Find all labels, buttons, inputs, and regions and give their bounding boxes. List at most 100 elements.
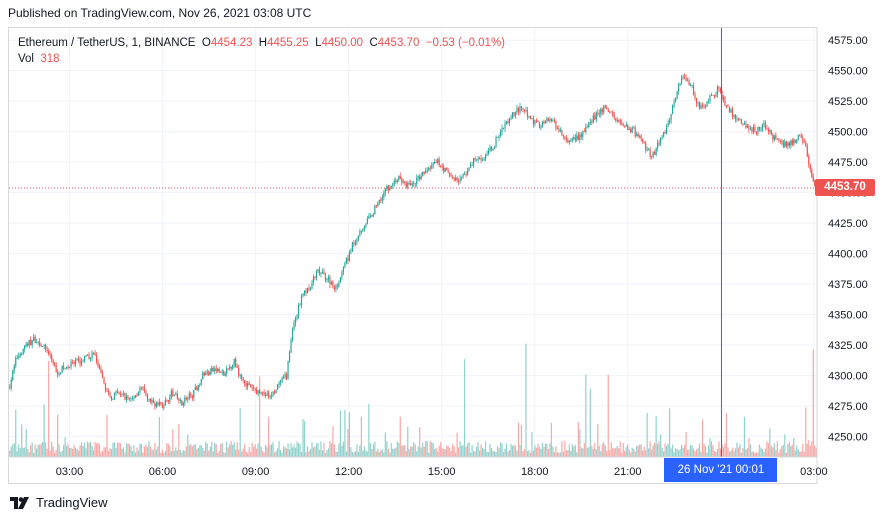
candle-body [646,150,648,151]
volume-bar [416,451,418,457]
candle-body [755,131,757,134]
volume-bar [239,408,241,457]
candle-body [212,367,214,372]
candle-body [235,358,237,368]
candle-body [428,167,430,170]
candle-body [769,129,771,132]
volume-bar [360,416,362,457]
volume-bar [73,445,75,457]
volume-bar [785,452,787,457]
candle-body [634,127,636,137]
candle-body [432,163,434,166]
volume-bar [598,446,600,457]
candle-body [631,127,633,133]
volume-bar [22,447,24,457]
volume-bar [299,444,301,457]
volume-bar [673,452,675,457]
candle-body [193,390,195,399]
volume-bar [300,452,303,457]
candle-body [155,403,157,407]
volume-bar [597,423,599,457]
candle-body [294,317,297,324]
volume-bar [489,443,491,457]
candle-body [740,119,743,124]
candle-body [443,167,445,172]
volume-bar [461,445,463,457]
price-tick-label: 4525.00 [828,96,868,108]
candle-body [297,305,300,316]
volume-bar [543,446,545,457]
candle-body [94,353,96,356]
candle-body [369,215,371,217]
candle-body [422,171,424,177]
candle-body [251,387,253,388]
candle-body [359,230,361,237]
candle-body [704,106,707,108]
volume-bar [812,349,814,457]
candle-body [809,164,811,170]
volume-bar [414,444,416,457]
candle-body [19,354,21,356]
volume-bar [731,447,734,457]
volume-bar [306,446,309,457]
volume-bar [137,450,140,457]
volume-bar [387,448,389,457]
candle-body [97,361,99,367]
volume-bar [698,443,701,457]
volume-bar [490,448,493,457]
volume-bar [365,450,367,457]
volume-bar [51,441,53,457]
candle-body [131,397,134,399]
volume-bar [13,443,15,457]
volume-bar [707,445,710,457]
volume-bar [805,407,807,457]
volume-bar [510,443,512,457]
volume-bar [487,452,490,457]
volume-bar [531,432,533,457]
volume-bar [672,444,674,457]
brand-footer[interactable]: TradingView [10,495,108,510]
candle-body [487,150,490,154]
volume-bar [743,416,746,457]
candle-body [538,121,541,128]
volume-bar [293,444,295,457]
candle-body [770,129,772,135]
candle-body [489,147,491,151]
candle-body [772,134,774,140]
candle-body [200,379,202,385]
volume-bar [118,442,120,457]
volume-bar [48,360,50,457]
volume-bar [621,452,623,457]
candle-body [278,382,280,385]
candle-body [42,345,44,347]
volume-bar [79,445,81,457]
candle-body [513,112,515,116]
volume-bar [140,444,143,457]
volume-bar [561,441,563,457]
volume-bar [594,442,596,457]
volume-bar [754,452,756,457]
candle-body [713,95,716,97]
volume-bar [124,452,126,457]
candle-body [163,405,165,408]
chart-frame[interactable] [8,27,817,484]
candle-body [481,159,484,161]
volume-bar [639,444,641,457]
candle-body [465,174,467,175]
candle-body [299,304,301,306]
volume-bar [435,447,437,457]
candle-body [395,180,397,182]
volume-bar [648,448,650,457]
candle-body [763,122,765,124]
volume-bar [520,424,523,457]
volume-bar [236,442,238,457]
candle-body [627,124,629,130]
candle-body [456,177,458,182]
candle-body [57,371,59,375]
candle-body [787,142,789,147]
candle-body [15,357,17,366]
volume-bar [715,451,717,457]
time-tick-label: 12:00 [335,466,363,478]
candle-body [356,239,358,243]
